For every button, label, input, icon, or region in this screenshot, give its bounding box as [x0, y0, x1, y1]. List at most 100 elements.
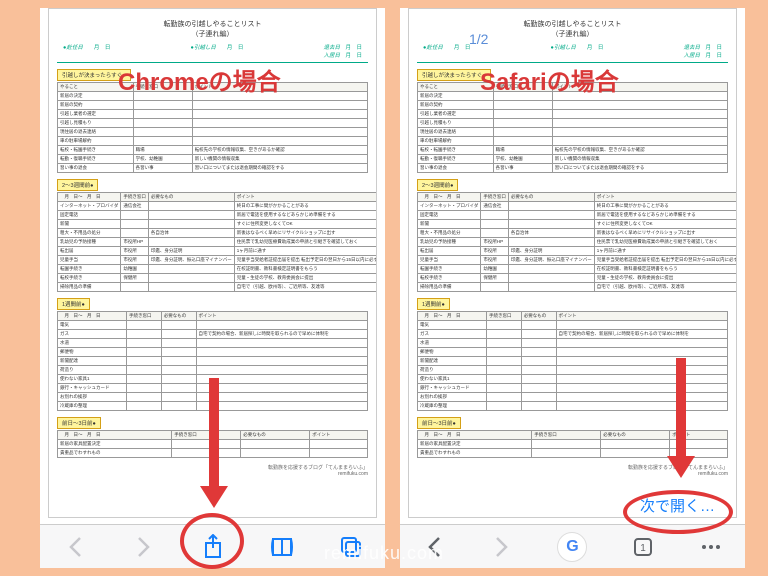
table-row: 新聞配達	[58, 357, 368, 366]
section-table: 月 日～ 月 日手続き窓口必要なものポイントインターネット・プロバイダ通信会社終…	[417, 192, 737, 292]
table-cell: 職場	[493, 146, 552, 155]
table-cell: 電気	[418, 321, 487, 330]
table-cell	[493, 137, 552, 146]
table-cell	[161, 375, 196, 384]
table-cell: 新聞	[58, 220, 121, 229]
table-cell	[148, 265, 234, 274]
table-row: 現住居の退去連絡	[418, 128, 728, 137]
table-cell: 住民票で乳幼児医療費助成業の申請と引継ぎを確認しておく	[234, 238, 377, 247]
table-cell: 自宅で（引越、欧州等）、ご近所等、友達等	[234, 283, 377, 292]
table-cell	[161, 357, 196, 366]
table-row: 転出届市役所印鑑、身分証明1ヶ月前に通す	[58, 247, 378, 256]
table-cell: 新聞配達	[58, 357, 127, 366]
table-cell	[556, 321, 727, 330]
section-label: 2～3週間前●	[57, 179, 98, 191]
table-cell	[532, 440, 601, 449]
table-cell: 終日の工事に間がかかることがある	[234, 202, 377, 211]
table-cell: 掃除用品の準備	[58, 283, 121, 292]
table-cell	[133, 110, 192, 119]
table-cell: 銀行・キャッシュカード	[418, 384, 487, 393]
table-row: 水道	[58, 339, 368, 348]
highlight-circle-left	[180, 513, 244, 569]
table-cell: 郵便物	[418, 348, 487, 357]
table-cell	[493, 128, 552, 137]
table-cell	[126, 330, 161, 339]
table-header: 月 日～ 月 日	[418, 431, 532, 440]
arrow-left	[198, 378, 230, 508]
table-row: 車の駐車場解約	[58, 137, 368, 146]
table-cell: ガス	[418, 330, 487, 339]
table-cell	[133, 119, 192, 128]
section-label: 1週間前●	[417, 298, 450, 310]
table-header: ポイント	[310, 431, 368, 440]
forward-icon[interactable]	[489, 534, 515, 560]
table-header: 手続き窓口	[486, 312, 521, 321]
table-cell: 引越し見積もり	[418, 119, 494, 128]
table-cell	[126, 321, 161, 330]
table-row: 転出届市役所印鑑、身分証明1ヶ月前に通す	[418, 247, 738, 256]
table-cell	[521, 348, 556, 357]
table-cell	[552, 101, 727, 110]
table-cell	[486, 357, 521, 366]
table-cell	[556, 384, 727, 393]
table-cell	[521, 330, 556, 339]
table-cell: 新居で電話を使用するなどあらかじめ準備をする	[594, 211, 737, 220]
table-cell	[148, 238, 234, 247]
table-row: 電気	[58, 321, 368, 330]
table-cell	[196, 348, 367, 357]
table-cell	[508, 211, 594, 220]
table-row: 転園手続き幼稚園在校証明書、教科書検定証明書をもらう	[58, 265, 378, 274]
table-cell	[486, 384, 521, 393]
table-cell	[481, 220, 509, 229]
doc-title: 転勤族の引越しやることリスト（子連れ編）	[417, 19, 728, 39]
table-cell: 新居の契約	[418, 101, 494, 110]
more-icon[interactable]	[698, 534, 724, 560]
table-cell: 水道	[418, 339, 487, 348]
table-cell: 自宅で契約の場合、新居探しに時間を取られるので早めに体制を	[196, 330, 367, 339]
table-cell: 市役所	[121, 247, 149, 256]
table-row: 転勤・復職手続き学校、幼稚園新しい機関の情報収集	[418, 155, 728, 164]
back-icon[interactable]	[62, 534, 88, 560]
table-row: 引越し業者の選定	[58, 110, 368, 119]
table-cell: 市役所HP	[481, 238, 509, 247]
table-cell	[521, 366, 556, 375]
table-cell: 引越し業者の選定	[418, 110, 494, 119]
table-header: ポイント	[594, 193, 737, 202]
table-cell	[552, 128, 727, 137]
table-cell: 市役所	[481, 247, 509, 256]
forward-icon[interactable]	[131, 534, 157, 560]
table-row: 新居の契約	[58, 101, 368, 110]
table-row: 転勤・復職手続き学校、幼稚園新しい機関の情報収集	[58, 155, 368, 164]
table-cell: 新居の契約	[58, 101, 134, 110]
table-cell: 印鑑、身分証明、振込口座マイナンバー	[508, 256, 594, 265]
table-cell: 自宅で（引越、欧州等）、ご近所等、友達等	[594, 283, 737, 292]
table-cell: 保健所	[121, 274, 149, 283]
table-row: 新聞すぐに住所変更しなくてOK	[58, 220, 378, 229]
table-cell: 車の駐車場解約	[418, 137, 494, 146]
table-cell	[556, 348, 727, 357]
table-cell	[148, 220, 234, 229]
table-cell: 各習い事	[133, 164, 192, 173]
table-cell: 市役所	[121, 256, 149, 265]
tabs-count-icon[interactable]: 1	[630, 534, 656, 560]
table-row: 現住居の退去連絡	[58, 128, 368, 137]
table-cell: 使わない家具1	[418, 375, 487, 384]
table-cell: 転校先の学校の情報収集、空きがあるか確認	[552, 146, 727, 155]
table-cell	[481, 229, 509, 238]
doc-header: ●赴任日 月 日 ●引越し日 月 日 退去日 月 日入居日 月 日	[417, 43, 728, 63]
table-cell: 幼稚園	[121, 265, 149, 274]
table-cell	[508, 238, 594, 247]
table-cell: 転校手続き	[418, 274, 481, 283]
google-search-icon[interactable]: G	[557, 532, 587, 562]
table-cell: 新しい機関の情報収集	[192, 155, 367, 164]
bookmarks-icon[interactable]	[269, 534, 295, 560]
table-header: 手続き窓口	[121, 193, 149, 202]
table-cell: インターネット・プロバイダ	[418, 202, 481, 211]
table-cell	[192, 101, 367, 110]
table-cell	[552, 137, 727, 146]
table-cell: 電気	[58, 321, 127, 330]
table-cell: 習い口についてまたは退会期間の確認をする	[552, 164, 727, 173]
table-cell	[121, 211, 149, 220]
table-cell: 新聞配達	[418, 357, 487, 366]
table-cell: 職場	[133, 146, 192, 155]
